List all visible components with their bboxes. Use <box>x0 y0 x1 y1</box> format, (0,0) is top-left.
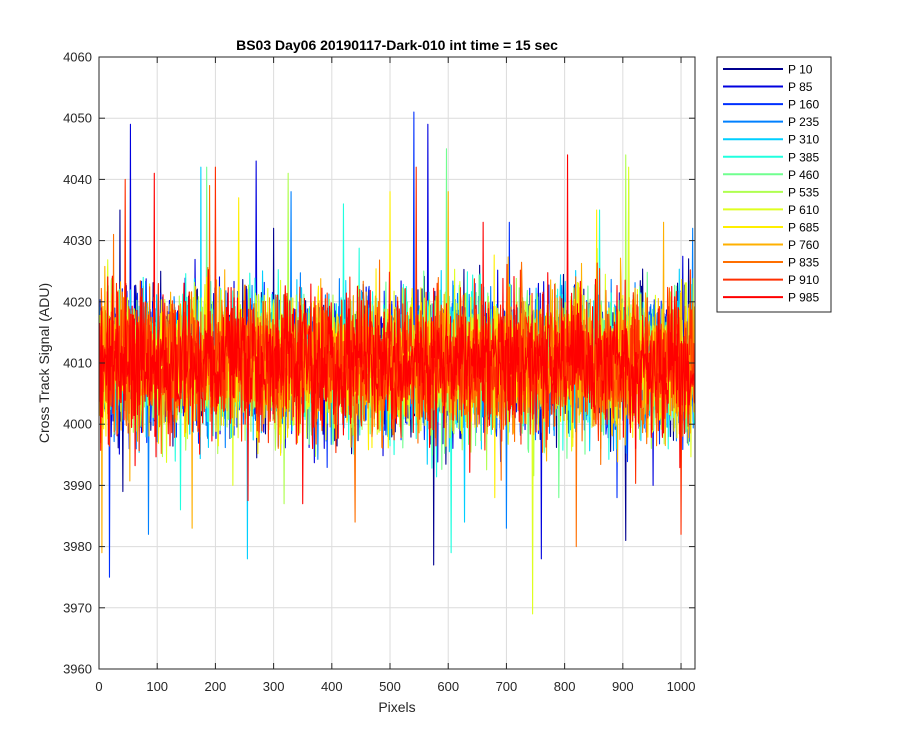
legend-label: P 685 <box>788 220 819 234</box>
y-tick-label: 4010 <box>63 356 92 371</box>
x-tick-label: 600 <box>437 679 459 694</box>
series-line-p-985 <box>99 154 695 505</box>
x-tick-label: 200 <box>205 679 227 694</box>
legend-label: P 310 <box>788 133 819 147</box>
legend-label: P 610 <box>788 203 819 217</box>
legend-label: P 910 <box>788 273 819 287</box>
x-tick-label: 400 <box>321 679 343 694</box>
y-tick-label: 4050 <box>63 111 92 126</box>
legend-label: P 535 <box>788 185 819 199</box>
legend-label: P 985 <box>788 291 819 305</box>
y-tick-label: 4030 <box>63 233 92 248</box>
legend-items: P 10 P 85 P 160 P 235 P 310 P 385 P 460 P 535 P … <box>723 63 819 305</box>
y-axis-label: Cross Track Signal (ADU) <box>36 283 52 443</box>
tick-layer: 0 100 200 300 400 500 600 700 800 900 1000 3960 3970… <box>63 50 695 695</box>
legend-label: P 460 <box>788 168 819 182</box>
y-tick-label: 4060 <box>63 50 92 65</box>
x-tick-label: 800 <box>554 679 576 694</box>
y-tick-label: 3990 <box>63 478 92 493</box>
series-layer <box>99 111 695 615</box>
y-tick-label: 4040 <box>63 172 92 187</box>
x-tick-label: 1000 <box>667 679 696 694</box>
x-tick-label: 700 <box>496 679 518 694</box>
y-tick-label: 4000 <box>63 417 92 432</box>
y-tick-label: 3970 <box>63 600 92 615</box>
legend-box <box>716 56 832 313</box>
x-tick-label: 900 <box>612 679 634 694</box>
x-tick-label: 300 <box>263 679 285 694</box>
legend-label: P 85 <box>788 80 813 94</box>
legend-label: P 235 <box>788 115 819 129</box>
legend-label: P 385 <box>788 150 819 164</box>
x-tick-label: 500 <box>379 679 401 694</box>
legend-label: P 835 <box>788 256 819 270</box>
y-tick-label: 3980 <box>63 539 92 554</box>
x-axis-label: Pixels <box>378 699 415 715</box>
chart-title: BS03 Day06 20190117-Dark-010 int time = … <box>236 37 558 53</box>
y-tick-label: 3960 <box>63 662 92 677</box>
legend-label: P 10 <box>788 63 813 77</box>
legend-label: P 160 <box>788 98 819 112</box>
y-tick-label: 4020 <box>63 294 92 309</box>
legend: P 10 P 85 P 160 P 235 P 310 P 385 P 460 P 535 P … <box>716 56 832 313</box>
x-tick-label: 100 <box>146 679 168 694</box>
x-tick-label: 0 <box>95 679 102 694</box>
legend-label: P 760 <box>788 238 819 252</box>
